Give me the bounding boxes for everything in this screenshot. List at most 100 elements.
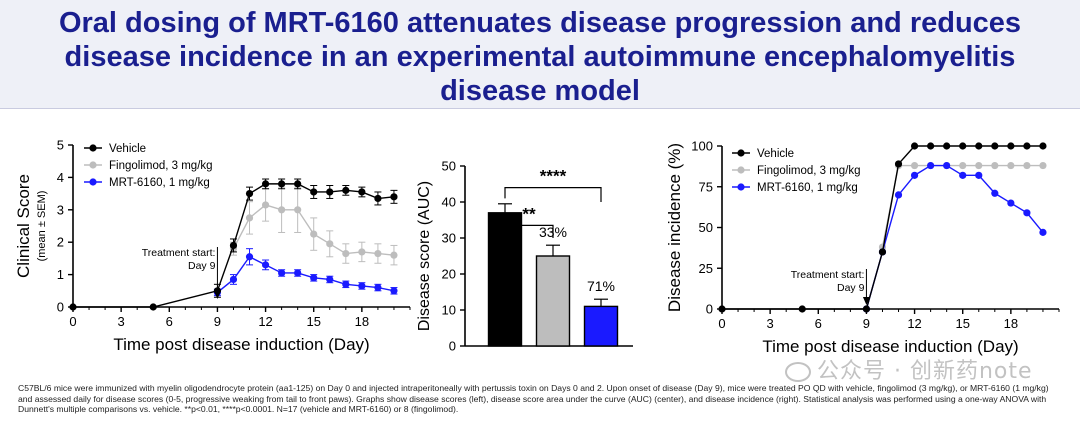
figure-caption: C57BL/6 mice were immunized with myelin … — [18, 383, 1049, 414]
y-tick-label: 10 — [442, 303, 456, 318]
y-axis-label: Clinical Score — [14, 174, 33, 278]
data-point — [991, 189, 999, 197]
annotation-line1: Treatment start: — [791, 269, 865, 281]
data-point — [1007, 161, 1015, 170]
bar — [535, 255, 571, 347]
y-tick-label: 50 — [442, 159, 456, 174]
bar-percent-label: 71% — [587, 278, 615, 294]
x-axis-label: Time post disease induction (Day) — [113, 335, 369, 354]
data-point — [229, 241, 238, 250]
data-point — [342, 249, 350, 258]
legend-label: Vehicle — [109, 143, 146, 155]
significance-label: ** — [522, 204, 536, 223]
data-point — [310, 274, 318, 282]
data-point — [910, 142, 919, 150]
data-point — [1007, 142, 1015, 150]
y-tick-label: 25 — [699, 261, 713, 276]
x-tick-label: 12 — [258, 314, 272, 329]
data-point — [278, 269, 286, 277]
data-point — [358, 188, 366, 196]
legend-label: MRT-6160, 1 mg/kg — [757, 182, 858, 194]
y-tick-label: 2 — [57, 235, 64, 250]
data-point — [910, 161, 919, 170]
data-point — [927, 161, 935, 170]
bar — [487, 212, 523, 347]
annotation-arrowhead — [213, 291, 221, 299]
data-point — [798, 305, 806, 313]
data-point — [894, 191, 903, 199]
watermark: 公众号 · 创新药note — [785, 353, 1033, 385]
data-point — [991, 142, 999, 150]
data-point — [975, 171, 983, 179]
series-line — [865, 164, 1044, 310]
legend-marker — [89, 144, 97, 152]
x-tick-label: 9 — [863, 316, 870, 331]
data-point — [959, 161, 967, 170]
y-axis-label: Disease incidence (%) — [665, 143, 684, 312]
legend-marker — [89, 161, 97, 169]
legend-label: Fingolimod, 3 mg/kg — [109, 160, 213, 172]
data-point — [294, 180, 302, 188]
annotation-line1: Treatment start: — [142, 247, 216, 259]
legend-marker — [737, 166, 745, 174]
data-point — [245, 214, 254, 222]
y-tick-label: 0 — [706, 302, 713, 317]
data-point — [326, 240, 334, 248]
y-tick-label: 0 — [449, 339, 456, 354]
significance-bracket — [504, 187, 602, 202]
data-point — [878, 248, 887, 256]
data-point — [358, 282, 366, 290]
annotation-line2: Day 9 — [837, 282, 865, 294]
y-tick-label: 20 — [442, 267, 456, 282]
legend-label: Fingolimod, 3 mg/kg — [757, 165, 861, 177]
data-point — [991, 161, 999, 170]
data-point — [390, 193, 398, 201]
data-point — [294, 206, 302, 214]
y-axis-label: Disease score (AUC) — [416, 181, 433, 331]
data-point — [261, 261, 270, 269]
data-point — [326, 275, 334, 284]
y-tick-label: 1 — [57, 267, 64, 282]
data-point — [975, 142, 983, 150]
data-point — [1039, 228, 1047, 236]
x-tick-label: 6 — [815, 316, 822, 331]
x-tick-label: 15 — [955, 316, 969, 331]
legend-marker — [737, 149, 745, 157]
data-point — [374, 283, 382, 292]
data-point — [975, 161, 983, 170]
data-point — [245, 190, 254, 198]
data-point — [374, 194, 382, 203]
data-point — [894, 160, 903, 168]
data-point — [943, 142, 951, 150]
x-axis-label: Time post disease induction (Day) — [762, 337, 1018, 356]
x-tick-label: 18 — [355, 314, 369, 329]
y-tick-label: 75 — [699, 179, 713, 194]
data-point — [1039, 161, 1047, 170]
data-point — [294, 269, 302, 277]
data-point — [390, 287, 398, 295]
x-tick-label: 18 — [1004, 316, 1018, 331]
wechat-logo-icon — [785, 362, 811, 382]
data-point — [358, 248, 366, 256]
data-point — [1039, 142, 1047, 150]
data-point — [374, 249, 382, 258]
data-point — [149, 303, 157, 311]
data-point — [342, 280, 350, 288]
watermark-text: 公众号 · 创新药note — [817, 359, 1033, 384]
x-tick-label: 12 — [907, 316, 921, 331]
data-point — [278, 206, 286, 214]
data-point — [278, 180, 286, 188]
x-tick-label: 15 — [306, 314, 320, 329]
x-tick-label: 9 — [214, 314, 221, 329]
data-point — [718, 305, 726, 313]
data-point — [229, 275, 238, 284]
x-tick-label: 0 — [69, 314, 76, 329]
data-point — [1023, 142, 1031, 150]
data-point — [959, 171, 967, 179]
data-point — [342, 186, 350, 194]
data-point — [326, 188, 334, 196]
data-point — [927, 142, 935, 150]
x-tick-label: 6 — [166, 314, 173, 329]
